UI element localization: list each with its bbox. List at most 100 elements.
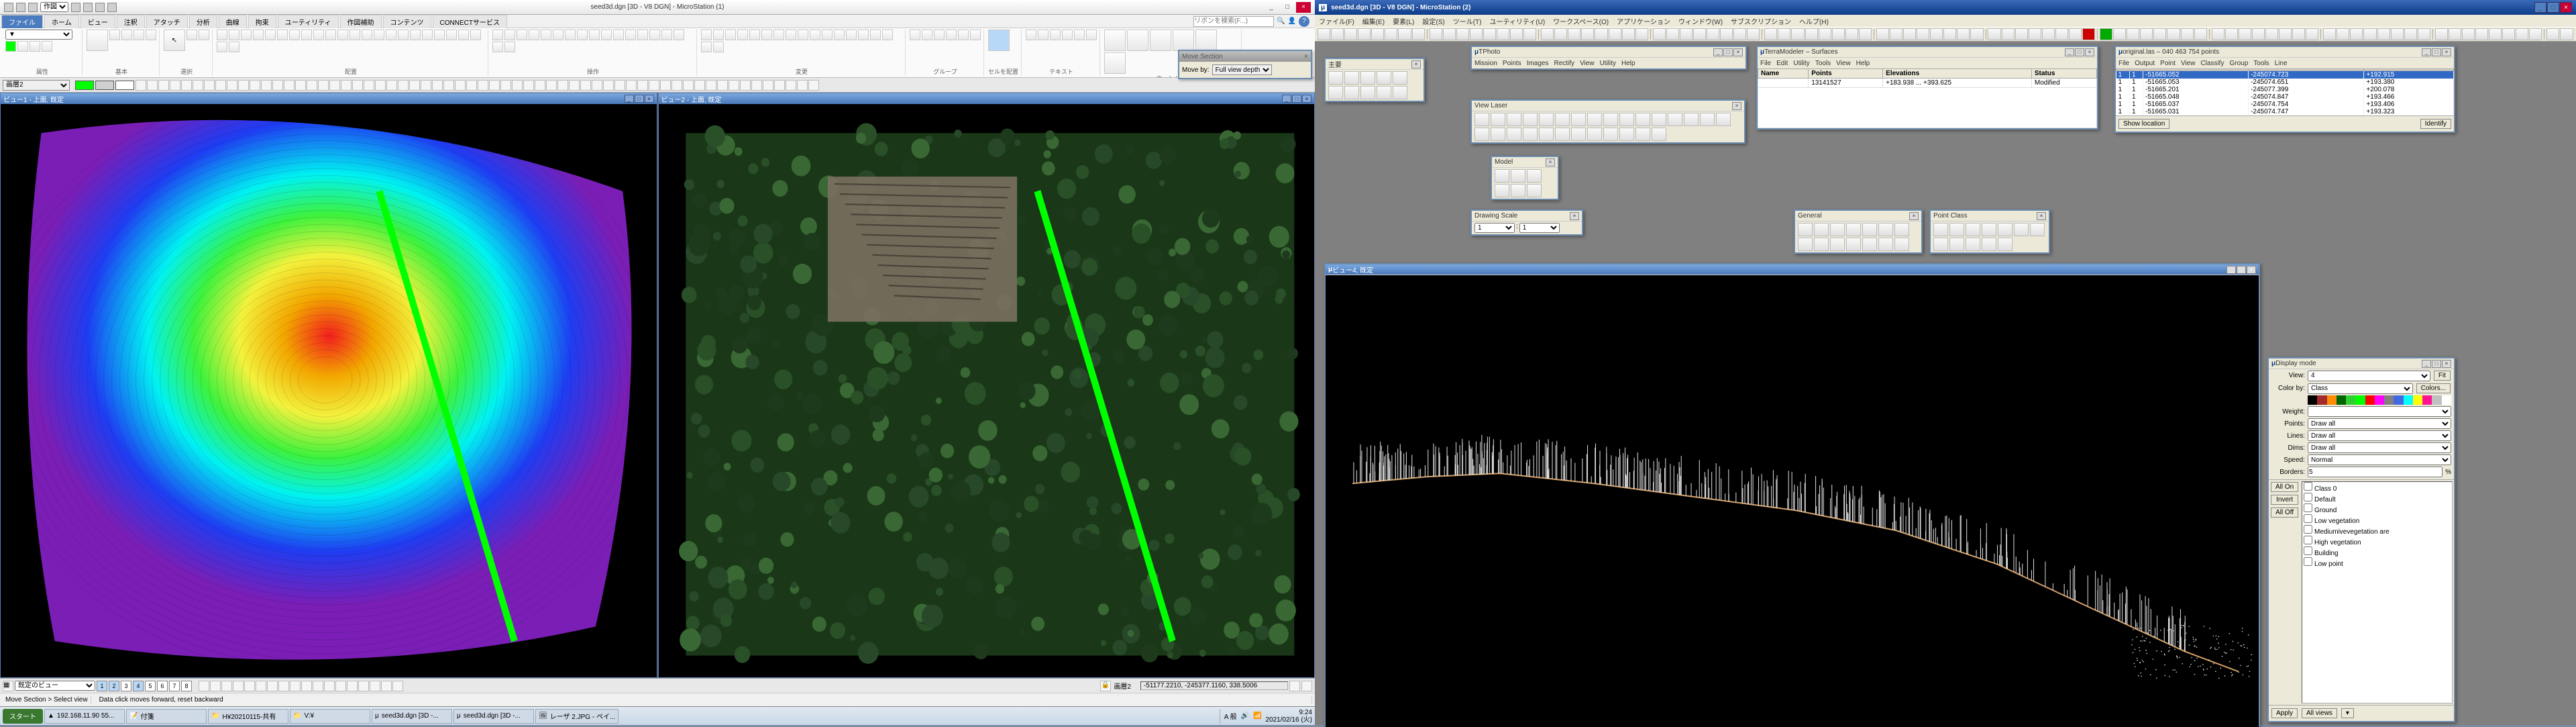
class-item[interactable]: Building: [2302, 546, 2452, 557]
ribbon-tab[interactable]: CONNECTサービス: [433, 15, 507, 28]
tool-btn[interactable]: [489, 80, 500, 91]
table-row[interactable]: 11-51665.053-245074.651+193.380: [2116, 79, 2454, 86]
all-off-button[interactable]: All Off: [2271, 507, 2298, 518]
tool-btn[interactable]: [1393, 86, 1407, 99]
tool-btn[interactable]: [2100, 28, 2112, 40]
tool-btn[interactable]: [318, 80, 329, 91]
tool-btn[interactable]: [1652, 113, 1666, 126]
tool-btn[interactable]: [1050, 30, 1061, 40]
menu-item[interactable]: ツール(T): [1453, 16, 1482, 26]
point-class-panel[interactable]: Point Class×: [1929, 209, 2050, 254]
terramodeler-panel[interactable]: μ TerraModeler – Surfaces_□× File Edit U…: [1756, 46, 2098, 130]
tool-btn[interactable]: [1798, 223, 1813, 236]
surfaces-table[interactable]: NamePointsElevationsStatus 13141527+183.…: [1758, 68, 2097, 128]
tool-btn[interactable]: [934, 30, 945, 40]
menu-item[interactable]: Utility: [1600, 60, 1616, 67]
tool-btn[interactable]: [1062, 30, 1073, 40]
menu-item[interactable]: Group: [2229, 60, 2248, 67]
view-group-select[interactable]: 既定のビュー: [15, 681, 95, 691]
tool-btn[interactable]: [1360, 86, 1375, 99]
tool-btn[interactable]: [392, 681, 403, 691]
tool-btn[interactable]: [1693, 28, 1706, 40]
tool-btn[interactable]: [277, 30, 288, 40]
tool-btn[interactable]: [2212, 28, 2224, 40]
tool-btn[interactable]: [729, 80, 739, 91]
ribbon-tab[interactable]: ホーム: [44, 15, 79, 28]
tool-btn[interactable]: [1998, 223, 2012, 236]
close-icon[interactable]: ×: [1733, 48, 1743, 56]
tool-btn[interactable]: [1846, 238, 1861, 251]
tray-icon[interactable]: 🔊: [1241, 712, 1249, 720]
view4-canvas[interactable]: [1326, 275, 2259, 727]
tool-btn[interactable]: [2029, 28, 2041, 40]
qat-dropdown[interactable]: 作図: [40, 2, 68, 12]
menu-item[interactable]: Tools: [2253, 60, 2269, 67]
tool-btn[interactable]: [701, 30, 712, 40]
tool-btn[interactable]: [504, 42, 515, 52]
tool-btn[interactable]: [2042, 28, 2055, 40]
model-panel[interactable]: Model×: [1491, 156, 1559, 200]
class-item[interactable]: Class 0: [2302, 482, 2452, 493]
tert-color[interactable]: [115, 81, 134, 90]
tool-btn[interactable]: [1635, 113, 1650, 126]
tool-btn[interactable]: [1398, 28, 1411, 40]
general-panel[interactable]: General×: [1794, 209, 1923, 254]
tool-btn[interactable]: [199, 30, 209, 40]
tool-btn[interactable]: [589, 30, 600, 40]
menu-item[interactable]: View: [1836, 60, 1851, 67]
tool-btn[interactable]: [350, 30, 360, 40]
tool-btn[interactable]: [1318, 28, 1330, 40]
tool-btn[interactable]: [2127, 28, 2139, 40]
tool-btn[interactable]: [706, 80, 716, 91]
maximize-button[interactable]: □: [2547, 2, 2559, 13]
tool-btn[interactable]: [1930, 28, 1943, 40]
ribbon-tab[interactable]: ユーティリティ: [278, 15, 339, 28]
tool-btn[interactable]: [625, 30, 636, 40]
tool-btn[interactable]: [808, 80, 819, 91]
tool-btn[interactable]: [1507, 113, 1521, 126]
tool-btn[interactable]: [958, 30, 969, 40]
tool-btn[interactable]: [147, 80, 158, 91]
tool-btn[interactable]: [774, 80, 785, 91]
menu-item[interactable]: Images: [1527, 60, 1549, 67]
tool-btn[interactable]: [683, 80, 694, 91]
tool-btn[interactable]: [1747, 28, 1760, 40]
view-num-1[interactable]: 1: [97, 681, 107, 691]
tool-btn[interactable]: [2350, 28, 2363, 40]
tool-btn[interactable]: [2167, 28, 2180, 40]
tool-btn[interactable]: [786, 30, 796, 40]
tool-btn[interactable]: [313, 681, 323, 691]
tool-btn[interactable]: [446, 30, 457, 40]
tool-btn[interactable]: [204, 80, 215, 91]
tool-btn[interactable]: [1666, 28, 1679, 40]
tool-btn[interactable]: [2418, 28, 2430, 40]
close-icon[interactable]: ×: [2037, 212, 2046, 220]
tool-btn[interactable]: [217, 30, 227, 40]
tool-btn[interactable]: [341, 80, 352, 91]
tool-btn[interactable]: [256, 681, 266, 691]
tphoto-panel[interactable]: μ TPhoto_□× Mission Points Images Rectif…: [1470, 46, 1747, 70]
points-table[interactable]: 11-51665.052-245074.723+192.91511-51665.…: [2116, 68, 2454, 115]
tool-btn[interactable]: [694, 80, 705, 91]
tool-btn[interactable]: [1982, 238, 1996, 251]
tool-btn[interactable]: [1595, 28, 1607, 40]
tool-icon[interactable]: [1127, 30, 1148, 51]
explorer-icon[interactable]: [87, 30, 108, 51]
tool-btn[interactable]: [1943, 28, 1956, 40]
tool-btn[interactable]: [186, 30, 197, 40]
tool-btn[interactable]: [1819, 28, 1831, 40]
scale-select[interactable]: 1: [1519, 223, 1560, 233]
tool-btn[interactable]: [1554, 28, 1567, 40]
cell-icon[interactable]: [988, 30, 1010, 51]
tool-btn[interactable]: [1859, 28, 1872, 40]
tool-btn[interactable]: [1581, 28, 1594, 40]
tool-btn[interactable]: [386, 30, 396, 40]
tool-btn[interactable]: [1344, 71, 1359, 85]
menu-item[interactable]: File: [2118, 60, 2129, 67]
tool-btn[interactable]: [352, 80, 363, 91]
tool-btn[interactable]: [751, 80, 762, 91]
colorby-select[interactable]: Class: [2308, 383, 2413, 394]
close-icon[interactable]: ×: [1732, 102, 1741, 110]
tool-btn[interactable]: [1622, 28, 1635, 40]
close-icon[interactable]: ×: [645, 95, 654, 103]
